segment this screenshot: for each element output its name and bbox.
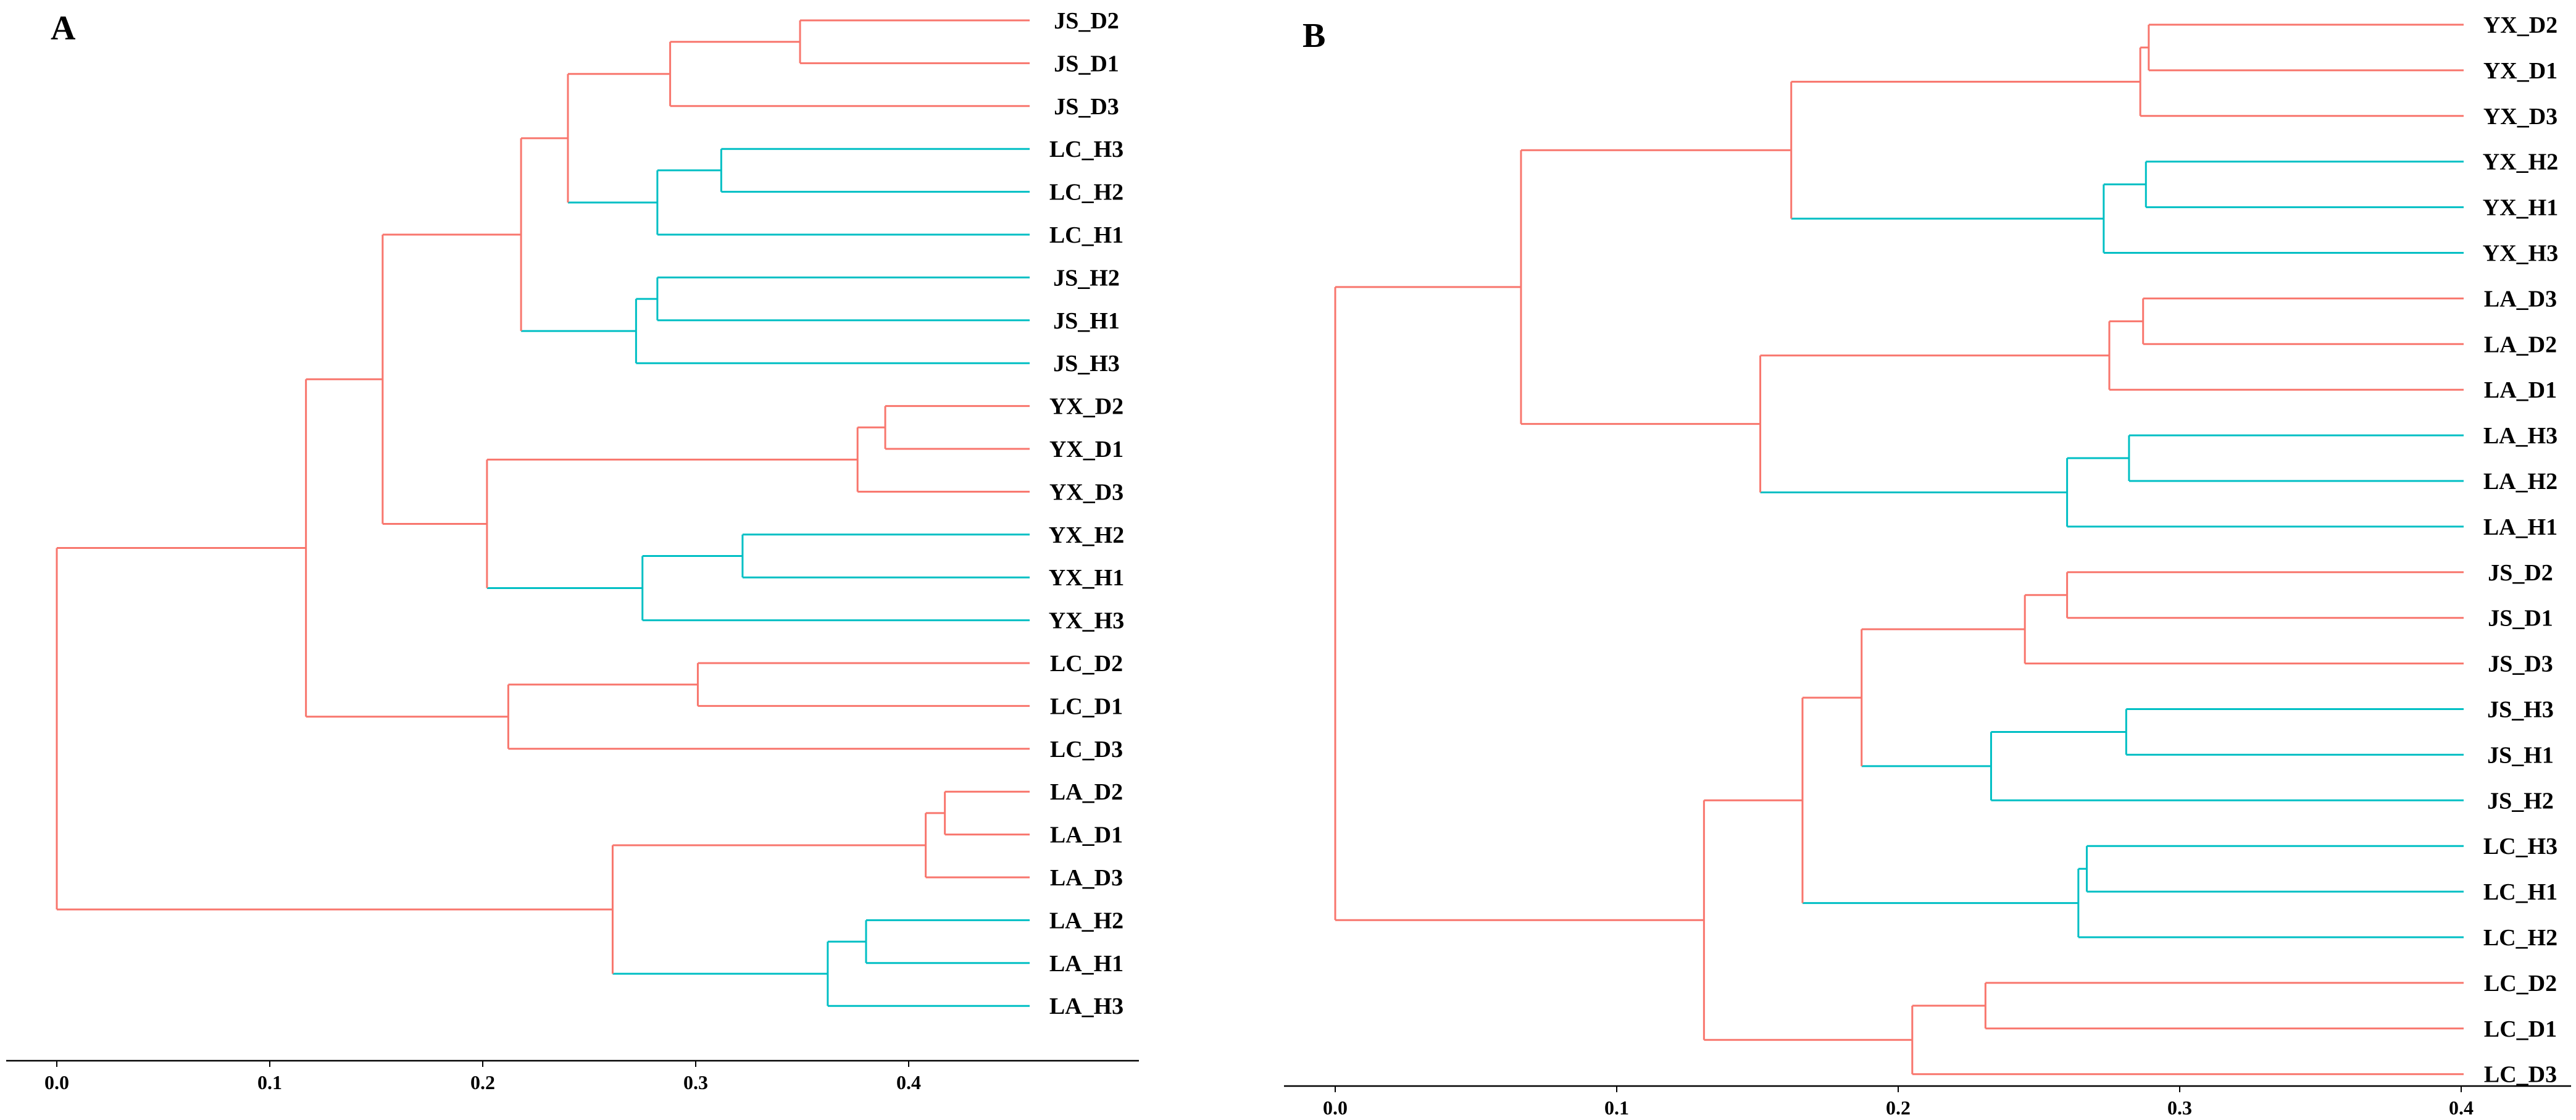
x-tick-label: 0.4 bbox=[896, 1071, 921, 1093]
leaf-label: LC_D1 bbox=[1050, 693, 1123, 719]
leaf-label: LC_H3 bbox=[2483, 834, 2557, 859]
leaf-label: JS_D2 bbox=[1054, 8, 1119, 34]
leaf-label: LC_D2 bbox=[1050, 651, 1123, 677]
x-tick-label: 0.2 bbox=[470, 1071, 495, 1093]
leaf-label: JS_D1 bbox=[2488, 606, 2553, 632]
leaf-label: LA_D1 bbox=[1050, 822, 1123, 848]
leaf-label: LC_H2 bbox=[2483, 925, 2557, 951]
x-tick-label: 0.0 bbox=[44, 1071, 69, 1093]
leaf-label: YX_D3 bbox=[1049, 479, 1123, 505]
leaf-label: JS_D3 bbox=[2488, 651, 2553, 677]
leaf-label: YX_H1 bbox=[2483, 195, 2558, 221]
leaf-label: LA_H3 bbox=[1049, 993, 1123, 1019]
x-tick-label: 0.3 bbox=[683, 1071, 708, 1093]
panel-a-leaf-labels: JS_D2 JS_D1 JS_D3 LC_H3 LC_H2 LC_H1 JS_H2 JS_H1… bbox=[1049, 8, 1124, 1019]
leaf-label: LA_H3 bbox=[2483, 423, 2557, 449]
panel-a: A JS_D2JS_D1JS_D3LC_H3LC_H2LC_H1JS_H2JS_… bbox=[6, 8, 1139, 1093]
panel-b-label: B bbox=[1303, 17, 1325, 55]
leaf-label: YX_D2 bbox=[1049, 394, 1123, 420]
leaf-label: YX_D1 bbox=[1049, 437, 1123, 462]
leaf-label: LC_H1 bbox=[2483, 879, 2557, 905]
leaf-label: LA_D2 bbox=[2484, 332, 2557, 357]
leaf-label: LC_H2 bbox=[1049, 180, 1123, 206]
leaf-label: JS_D3 bbox=[1054, 94, 1119, 120]
leaf-label: JS_D2 bbox=[2488, 560, 2553, 586]
panel-a-x-axis: 0.0 0.1 0.2 0.3 0.4 bbox=[6, 1059, 1139, 1093]
panel-a-tree bbox=[56, 19, 1030, 1007]
leaf-label: LC_H3 bbox=[1049, 136, 1123, 162]
x-tick-label: 0.3 bbox=[2167, 1097, 2192, 1119]
leaf-label: JS_H1 bbox=[2487, 742, 2554, 768]
leaf-label: LC_D3 bbox=[2484, 1062, 2557, 1088]
leaf-label: YX_H3 bbox=[1049, 608, 1124, 634]
leaf-label: LA_H2 bbox=[1049, 908, 1123, 934]
leaf-label: JS_H2 bbox=[1053, 265, 1120, 291]
leaf-label: LA_D3 bbox=[2484, 286, 2557, 312]
leaf-label: LC_H1 bbox=[1049, 222, 1123, 248]
leaf-label: LA_H1 bbox=[1049, 951, 1123, 977]
leaf-label: YX_D3 bbox=[2483, 104, 2557, 130]
leaf-label: JS_H2 bbox=[2487, 788, 2554, 814]
leaf-label: LC_D2 bbox=[2484, 971, 2557, 997]
leaf-label: JS_H3 bbox=[1053, 351, 1120, 377]
leaf-label: JS_D1 bbox=[1054, 51, 1119, 77]
panel-b: B YX_D2 YX_D1 YX_D3 YX_H2 YX_H1 YX_H3 LA_D3 LA_… bbox=[1284, 12, 2571, 1119]
x-tick-label: 0.2 bbox=[1886, 1097, 1911, 1119]
panel-b-leaf-labels: YX_D2 YX_D1 YX_D3 YX_H2 YX_H1 YX_H3 LA_D3 LA_D2… bbox=[2483, 12, 2558, 1088]
leaf-label: LA_D2 bbox=[1050, 779, 1123, 805]
leaf-label: YX_H2 bbox=[2483, 149, 2558, 175]
x-tick-label: 0.1 bbox=[1604, 1097, 1629, 1119]
leaf-label: YX_D2 bbox=[2483, 12, 2557, 38]
leaf-label: JS_H1 bbox=[1053, 308, 1120, 334]
x-tick-label: 0.4 bbox=[2449, 1097, 2474, 1119]
leaf-label: LA_H1 bbox=[2483, 514, 2557, 540]
x-tick-label: 0.1 bbox=[257, 1071, 282, 1093]
panel-b-tree bbox=[1334, 23, 2464, 1076]
leaf-label: YX_H3 bbox=[2483, 241, 2558, 267]
panel-a-label: A bbox=[51, 9, 76, 48]
leaf-label: YX_H1 bbox=[1049, 565, 1124, 591]
leaf-label: YX_D1 bbox=[2483, 58, 2557, 84]
leaf-label: LA_H2 bbox=[2483, 469, 2557, 495]
x-tick-label: 0.0 bbox=[1323, 1097, 1348, 1119]
leaf-label: JS_H3 bbox=[2487, 697, 2554, 723]
leaf-label: LC_D3 bbox=[1050, 737, 1123, 763]
leaf-label: YX_H2 bbox=[1049, 522, 1124, 548]
leaf-label: LA_D1 bbox=[2484, 377, 2557, 403]
panel-b-x-axis: 0.0 0.1 0.2 0.3 0.4 bbox=[1284, 1085, 2571, 1119]
leaf-label: LA_D3 bbox=[1050, 865, 1123, 891]
leaf-label: LC_D1 bbox=[2484, 1016, 2557, 1042]
